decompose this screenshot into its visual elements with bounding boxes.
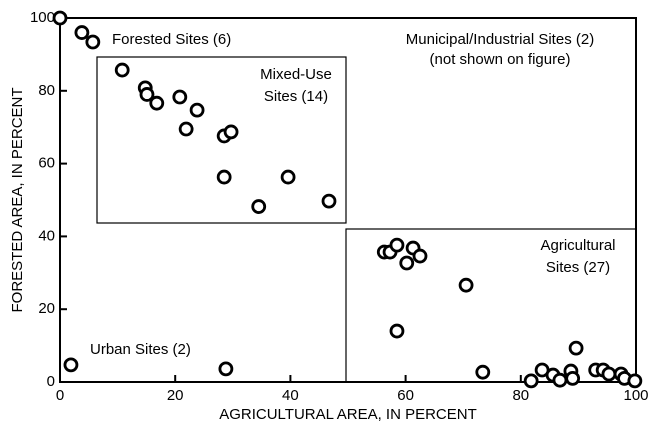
mixed-use-box	[96, 56, 347, 224]
point	[178, 121, 194, 137]
point	[280, 169, 296, 185]
annotation: Forested Sites (6)	[112, 31, 231, 48]
annotation: Mixed-Use	[260, 66, 332, 83]
point	[321, 193, 337, 209]
point	[523, 373, 539, 389]
y-tick-label: 60	[38, 155, 55, 172]
y-axis-label: FORESTED AREA, IN PERCENT	[9, 87, 26, 312]
point	[52, 10, 68, 26]
point	[627, 373, 643, 389]
point	[139, 87, 155, 102]
point	[85, 34, 101, 50]
point	[389, 237, 405, 253]
annotation: Municipal/Industrial Sites (2)	[406, 31, 594, 48]
annotation: Sites (14)	[264, 88, 328, 105]
annotation: Sites (27)	[546, 259, 610, 276]
plot-frame	[59, 17, 637, 383]
point	[114, 62, 130, 78]
y-tick-label: 40	[38, 227, 55, 244]
point	[412, 248, 428, 264]
point	[475, 364, 491, 380]
point	[218, 361, 234, 377]
y-tick-label: 80	[38, 82, 55, 99]
x-axis-label: AGRICULTURAL AREA, IN PERCENT	[219, 406, 477, 423]
point	[565, 370, 581, 386]
annotation: Urban Sites (2)	[90, 341, 191, 358]
point	[189, 102, 205, 118]
x-tick-label: 20	[167, 387, 184, 404]
point	[601, 366, 617, 382]
point	[223, 124, 239, 140]
point	[399, 255, 415, 271]
point	[149, 95, 165, 111]
y-tick-label: 0	[47, 373, 55, 390]
x-tick-label: 40	[282, 387, 299, 404]
x-tick-label: 100	[623, 387, 648, 404]
annotation: (not shown on figure)	[430, 51, 571, 68]
x-tick-label: 60	[397, 387, 414, 404]
x-tick-label: 80	[512, 387, 529, 404]
point	[458, 277, 474, 293]
point	[251, 199, 267, 214]
point	[74, 25, 90, 40]
point	[172, 89, 188, 105]
point	[552, 372, 568, 388]
x-tick-label: 0	[56, 387, 64, 404]
point	[389, 323, 405, 339]
annotation: Agricultural	[540, 237, 615, 254]
y-tick-label: 100	[30, 9, 55, 26]
point	[568, 340, 584, 356]
y-tick-label: 20	[38, 300, 55, 317]
point	[216, 169, 232, 185]
point	[63, 357, 79, 373]
